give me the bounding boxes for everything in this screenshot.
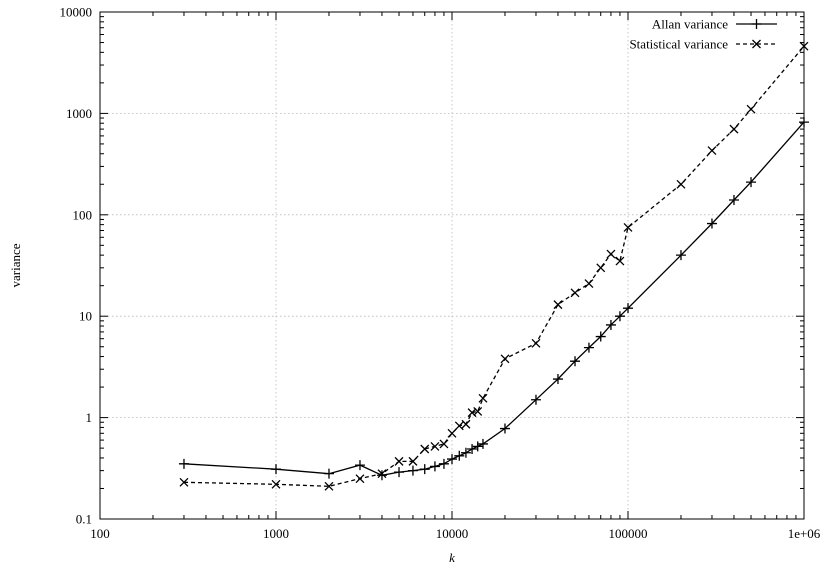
x-tick-label: 1e+06	[788, 526, 821, 541]
data-point-plus	[323, 468, 334, 479]
data-point-cross	[596, 263, 606, 273]
data-point-cross	[746, 104, 756, 114]
series-line	[183, 45, 805, 487]
data-point-cross	[676, 179, 686, 189]
data-point-cross	[179, 477, 189, 487]
data-point-cross	[623, 223, 633, 232]
data-point-plus	[530, 394, 541, 405]
data-point-plus	[438, 458, 449, 469]
data-point-plus	[595, 331, 606, 342]
y-tick-label: 100	[73, 207, 93, 222]
data-point-plus	[706, 218, 717, 229]
series-allan-variance	[178, 117, 809, 481]
data-point-cross	[408, 456, 418, 466]
y-tick-label: 0.1	[76, 512, 92, 527]
data-point-plus	[454, 450, 465, 461]
data-point-plus	[605, 319, 616, 330]
data-point-cross	[473, 406, 483, 416]
series-group	[178, 41, 809, 491]
x-tick-label: 100000	[609, 526, 648, 541]
data-point-cross	[324, 481, 334, 491]
data-point-cross	[377, 469, 387, 479]
data-point-cross	[553, 300, 563, 310]
data-point-cross	[500, 354, 510, 364]
data-point-cross	[454, 421, 464, 431]
data-point-plus	[728, 194, 739, 205]
data-point-cross	[707, 146, 717, 156]
ticks: 100 1000 10000 100000 1e+06 0.1 1 10 100 1000 1000…	[60, 5, 821, 542]
data-point-cross	[430, 441, 440, 451]
x-tick-label: 10000	[436, 526, 469, 541]
legend-label-statistical: Statistical variance	[629, 37, 728, 52]
y-tick-label: 10	[79, 309, 92, 324]
data-point-plus	[583, 342, 594, 353]
data-point-plus	[477, 438, 488, 449]
data-point-plus	[419, 464, 430, 475]
data-point-cross	[584, 279, 594, 288]
data-point-plus	[746, 177, 757, 188]
data-point-cross	[394, 456, 404, 466]
data-point-cross	[439, 439, 449, 449]
y-tick-label: 1	[86, 410, 93, 425]
data-point-cross	[447, 428, 457, 438]
data-point-plus	[429, 461, 440, 472]
data-point-plus	[376, 470, 387, 481]
data-point-cross	[461, 419, 471, 429]
data-point-plus	[178, 458, 189, 469]
data-point-plus	[467, 444, 478, 455]
x-tick-label: 1000	[263, 526, 289, 541]
data-point-plus	[394, 467, 405, 478]
data-point-plus	[354, 460, 365, 471]
data-point-plus	[552, 374, 563, 385]
data-point-cross	[531, 338, 541, 348]
legend-label-allan: Allan variance	[652, 17, 728, 32]
data-point-plus	[614, 311, 625, 322]
data-point-plus	[675, 250, 686, 261]
data-point-cross	[752, 39, 761, 49]
x-tick-label: 100	[90, 526, 110, 541]
data-point-cross	[570, 288, 580, 298]
series-statistical-variance	[179, 41, 809, 491]
x-axis-label: k	[449, 550, 455, 565]
data-point-cross	[478, 393, 488, 403]
data-point-plus	[460, 447, 471, 458]
data-point-plus	[271, 464, 281, 475]
data-point-plus	[472, 441, 483, 452]
y-tick-label: 10000	[60, 5, 93, 20]
data-point-plus	[751, 19, 762, 29]
y-axis-label: variance	[8, 243, 23, 287]
series-line	[183, 121, 805, 476]
data-point-cross	[606, 249, 616, 259]
data-point-cross	[355, 474, 365, 484]
data-point-plus	[447, 454, 457, 465]
data-point-cross	[615, 256, 625, 266]
data-point-plus	[407, 465, 418, 476]
grid	[100, 12, 804, 519]
data-point-cross	[420, 444, 430, 454]
legend: Allan variance Statistical variance	[629, 17, 777, 52]
data-point-plus	[623, 303, 633, 314]
data-point-plus	[570, 356, 581, 367]
data-point-plus	[499, 423, 510, 434]
y-tick-label: 1000	[66, 106, 92, 121]
data-point-cross	[271, 479, 281, 489]
data-point-cross	[729, 124, 739, 134]
